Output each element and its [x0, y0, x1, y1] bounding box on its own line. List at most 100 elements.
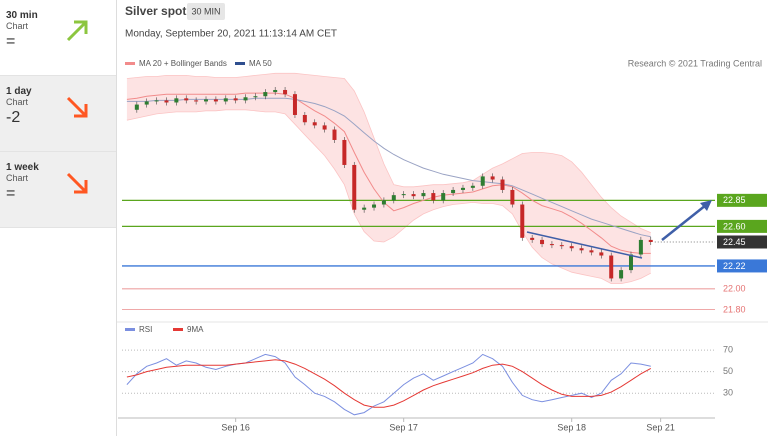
chart: Silver spot 30 MIN Monday, September 20,…	[117, 3, 768, 432]
legend-swatch	[173, 328, 183, 331]
candle	[470, 185, 475, 188]
candle	[223, 98, 228, 102]
candle	[292, 94, 297, 115]
sidebar-item: 30 min Chart =	[0, 0, 116, 76]
candle	[628, 254, 633, 271]
candle	[520, 204, 525, 238]
sidebar-item: 1 day Chart -2	[0, 76, 116, 152]
candle	[638, 239, 643, 255]
level-badge	[717, 235, 767, 249]
kind: Chart	[6, 21, 29, 31]
kind: Chart	[6, 173, 29, 183]
rsi-line	[126, 353, 651, 416]
trend-arrow	[66, 96, 88, 118]
legend-swatch	[125, 62, 135, 65]
candle	[134, 104, 139, 110]
period: 30 min	[6, 10, 38, 21]
candle	[253, 96, 258, 98]
candle	[352, 164, 357, 210]
candle	[401, 194, 406, 196]
candle	[609, 255, 614, 279]
score: -2	[6, 109, 21, 126]
candle	[510, 189, 515, 205]
candle	[243, 97, 248, 101]
level-label: 22.22	[723, 261, 746, 271]
arrow	[66, 172, 88, 194]
candle	[431, 193, 436, 201]
candle	[372, 204, 377, 208]
candle	[154, 100, 159, 102]
bollinger-upper	[126, 72, 651, 233]
legend-label: RSI	[139, 325, 152, 334]
y-tick-label: 30	[723, 388, 733, 398]
candle	[164, 100, 169, 103]
level-badge	[717, 193, 767, 207]
candle	[144, 101, 149, 105]
candle	[273, 89, 278, 93]
candle	[500, 179, 505, 190]
candle	[530, 237, 535, 240]
credit: Research © 2021 Trading Central	[628, 58, 762, 68]
candle	[540, 239, 545, 245]
candle	[460, 187, 465, 190]
candle	[421, 193, 426, 197]
candle	[213, 99, 218, 102]
period: 1 week	[6, 162, 39, 173]
bollinger-fill	[126, 73, 651, 284]
sidebar: 30 min Chart = 1 day Chart -2 1 week Chart =	[0, 0, 117, 436]
candle	[322, 125, 327, 130]
interval: 30 MIN	[191, 6, 220, 16]
candle	[648, 239, 653, 242]
arrow	[66, 20, 88, 42]
candle	[332, 129, 337, 140]
candle	[263, 92, 268, 97]
sidebar-item: 1 week Chart =	[0, 152, 116, 228]
candle	[283, 89, 288, 95]
legend-label: MA 50	[249, 59, 272, 68]
candle	[441, 193, 446, 201]
candle	[174, 98, 179, 103]
candle	[312, 122, 317, 126]
candle	[194, 100, 199, 102]
x-tick-label: Sep 21	[646, 422, 675, 432]
x-tick-label: Sep 17	[389, 422, 418, 432]
y-tick-label: 70	[723, 344, 733, 354]
ma20-line	[126, 92, 651, 254]
candle	[569, 246, 574, 249]
period: 1 day	[6, 86, 32, 97]
level-badge	[717, 259, 767, 273]
candle	[233, 98, 238, 101]
candle	[381, 200, 386, 205]
legend-swatch	[125, 328, 135, 331]
level-label: 21.80	[723, 305, 746, 315]
candle	[184, 98, 189, 101]
level-badge	[717, 219, 767, 233]
candle	[411, 194, 416, 197]
rsi-line	[126, 359, 652, 408]
candle	[589, 250, 594, 253]
candle	[559, 245, 564, 247]
score: =	[6, 185, 16, 202]
y-tick-label: 50	[723, 366, 733, 376]
trendline	[526, 231, 643, 259]
datetime: Monday, September 20, 2021 11:13:14 AM C…	[125, 29, 337, 40]
level-label: 22.45	[723, 237, 746, 247]
interval-badge	[187, 3, 225, 20]
candle	[480, 176, 485, 186]
candle	[549, 244, 554, 246]
bollinger-lower	[126, 109, 651, 284]
arrow-head	[700, 200, 712, 211]
x-tick-label: Sep 18	[557, 422, 586, 432]
trend-arrow	[66, 20, 88, 42]
trend-arrow	[66, 172, 88, 194]
arrow	[66, 96, 88, 118]
candle	[302, 114, 307, 123]
level-label: 22.00	[723, 284, 746, 294]
candle	[342, 139, 347, 165]
candle	[619, 270, 624, 279]
candle	[579, 248, 584, 251]
kind: Chart	[6, 97, 29, 107]
candle	[204, 99, 209, 102]
level-label: 22.60	[723, 221, 746, 231]
